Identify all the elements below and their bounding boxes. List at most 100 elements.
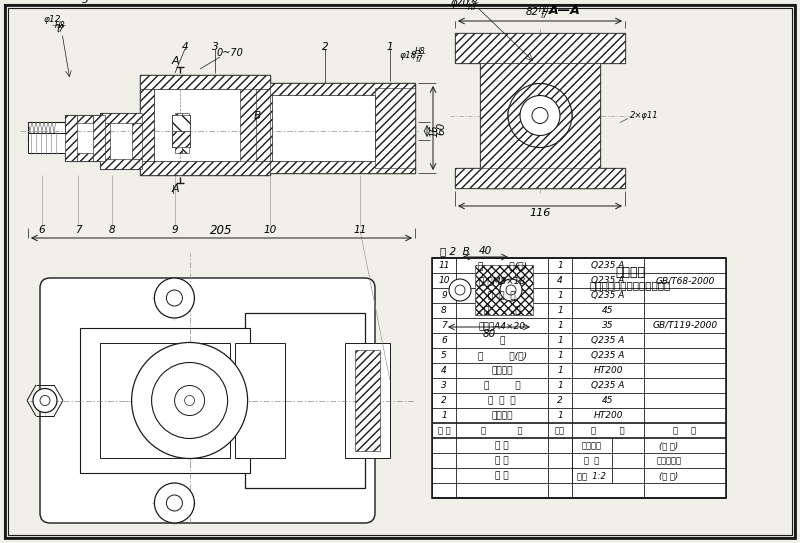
Text: 圆柱销A4×20: 圆柱销A4×20	[478, 321, 526, 330]
Text: 4: 4	[557, 276, 563, 285]
Bar	[65, 115, 105, 161]
Text: 3: 3	[441, 381, 447, 390]
Text: 1: 1	[557, 321, 563, 330]
Text: 1: 1	[441, 411, 447, 420]
Bar	[240, 88, 265, 168]
Bar	[100, 113, 142, 123]
Bar	[355, 350, 380, 451]
Bar	[260, 161, 415, 173]
Text: Q235 A: Q235 A	[591, 276, 625, 285]
Circle shape	[154, 278, 194, 318]
Bar	[260, 83, 415, 173]
Text: 16: 16	[430, 125, 440, 137]
Bar	[235, 343, 285, 458]
Text: 1: 1	[557, 336, 563, 345]
Text: B: B	[254, 111, 261, 121]
Text: 5: 5	[441, 351, 447, 360]
Text: 1: 1	[557, 411, 563, 420]
Bar	[140, 161, 270, 175]
Bar	[480, 63, 600, 188]
Bar	[80, 328, 250, 473]
Bar	[540, 84, 572, 148]
Circle shape	[40, 395, 50, 406]
Bar	[77, 115, 93, 123]
Bar	[28, 122, 415, 140]
Text: 螺 钉M8×18: 螺 钉M8×18	[479, 276, 525, 285]
Bar	[272, 95, 403, 161]
Text: GB/T119-2000: GB/T119-2000	[653, 321, 718, 330]
Text: 3: 3	[212, 42, 218, 52]
Bar	[100, 113, 142, 169]
Text: 2×φ11: 2×φ11	[630, 111, 658, 120]
Text: 1: 1	[557, 351, 563, 360]
Bar	[172, 115, 190, 147]
Bar	[175, 113, 189, 153]
Text: 7: 7	[441, 321, 447, 330]
Text: 机用台虎阑: 机用台虎阑	[656, 456, 682, 465]
Circle shape	[508, 84, 572, 148]
Circle shape	[185, 395, 194, 406]
Text: HT200: HT200	[594, 366, 622, 375]
Bar	[475, 265, 533, 315]
Bar	[140, 75, 270, 175]
Text: φ20: φ20	[450, 0, 470, 8]
Bar	[260, 83, 415, 95]
Text: 1: 1	[386, 42, 394, 52]
Text: 10: 10	[438, 276, 450, 285]
Bar	[455, 33, 625, 63]
Bar	[154, 89, 256, 161]
Text: 2: 2	[441, 396, 447, 405]
Text: 40: 40	[479, 246, 492, 256]
Text: 2: 2	[557, 396, 563, 405]
Text: 9: 9	[172, 225, 178, 235]
Text: 螺         杆: 螺 杆	[484, 306, 520, 315]
Circle shape	[500, 279, 522, 301]
Bar	[93, 115, 105, 161]
Bar	[488, 83, 592, 168]
Bar	[385, 120, 413, 142]
Bar	[175, 113, 182, 153]
Text: Q235 A: Q235 A	[591, 291, 625, 300]
Text: 装配后应保证螺杆转动灵活。: 装配后应保证螺杆转动灵活。	[590, 280, 670, 290]
Text: φ18: φ18	[400, 50, 418, 60]
Text: 垒         圈(一): 垒 圈(一)	[478, 351, 526, 360]
Text: f7: f7	[415, 54, 422, 64]
Text: H8: H8	[54, 21, 66, 29]
Text: HT200: HT200	[594, 411, 622, 420]
Bar	[375, 88, 415, 168]
Text: A: A	[171, 184, 179, 194]
Text: 材         料: 材 料	[591, 426, 625, 435]
Text: 80: 80	[482, 329, 496, 339]
Bar	[403, 95, 415, 161]
Circle shape	[532, 108, 548, 123]
Text: (单 位): (单 位)	[659, 441, 678, 450]
Bar	[256, 89, 270, 161]
Bar	[100, 343, 230, 458]
Text: 螺         钉: 螺 钉	[484, 381, 520, 390]
Text: 校 核: 校 核	[495, 456, 509, 465]
Bar	[240, 88, 265, 168]
Bar	[100, 123, 110, 159]
Bar	[455, 33, 625, 63]
Bar	[455, 168, 625, 188]
Circle shape	[506, 285, 516, 295]
Text: 2: 2	[322, 42, 328, 52]
Bar	[245, 313, 365, 488]
Circle shape	[166, 290, 182, 306]
Text: 技术要求: 技术要求	[615, 267, 645, 280]
Text: H8: H8	[538, 4, 550, 14]
Text: φ12: φ12	[43, 16, 61, 24]
Text: 1: 1	[557, 261, 563, 270]
Text: 环: 环	[499, 336, 505, 345]
Text: 数量: 数量	[555, 426, 565, 435]
Bar	[260, 95, 272, 161]
Bar	[132, 123, 142, 159]
Text: 件 2  B: 件 2 B	[440, 246, 470, 256]
Circle shape	[131, 343, 248, 458]
FancyBboxPatch shape	[40, 278, 375, 523]
Text: 垒         圈(二): 垒 圈(二)	[478, 261, 526, 270]
Bar	[445, 265, 475, 315]
Circle shape	[174, 386, 205, 415]
Text: 备     注: 备 注	[674, 426, 697, 435]
Text: H8: H8	[415, 47, 426, 55]
